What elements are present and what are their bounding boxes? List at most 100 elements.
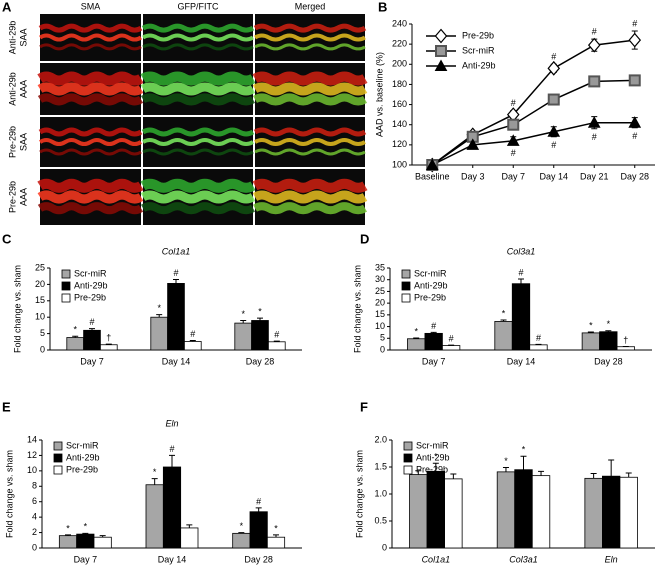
bar <box>83 329 101 351</box>
significance-mark: # <box>431 321 436 331</box>
y-tick-label: 0 <box>40 344 45 354</box>
y-tick-label: 20 <box>35 279 45 289</box>
bar <box>66 337 85 351</box>
significance-mark: # <box>518 267 523 277</box>
bar <box>100 344 118 351</box>
x-tick-label: Col3a1 <box>509 554 538 564</box>
tissue-band <box>141 138 255 146</box>
bar <box>183 341 202 351</box>
x-tick-label: Eln <box>605 554 618 564</box>
legend-label: Anti-29b <box>414 280 448 290</box>
tissue-band <box>37 82 144 96</box>
tissue-band <box>142 148 254 156</box>
y-tick-label: 160 <box>392 99 407 109</box>
significance-mark: # <box>173 268 178 278</box>
tissue-band <box>37 178 144 193</box>
bar <box>514 469 533 549</box>
row-label: AAA <box>18 80 28 98</box>
tissue-band <box>141 33 255 42</box>
error-bar <box>625 472 632 478</box>
significance-mark: * <box>241 309 245 319</box>
x-tick-label: Day 3 <box>461 171 485 181</box>
bar <box>234 322 253 351</box>
line <box>431 39 635 166</box>
y-tick-label: 120 <box>392 139 407 149</box>
error-bar <box>273 340 280 342</box>
tissue-band <box>38 127 143 137</box>
legend-label: Pre-29b <box>414 292 446 302</box>
row-label: Pre-29b <box>7 181 17 213</box>
y-tick-label: 10 <box>375 321 385 331</box>
legend-label: Scr-miR <box>414 268 447 278</box>
significance-mark: * <box>73 325 77 335</box>
x-tick-label: Day 14 <box>162 356 191 366</box>
x-tick-label: Baseline <box>415 171 450 181</box>
y-tick-label: 2.0 <box>374 434 387 444</box>
significance-mark: # <box>592 132 597 142</box>
bar <box>424 332 443 351</box>
bar <box>407 338 426 351</box>
column-header: Merged <box>295 1 326 11</box>
bar <box>251 320 269 351</box>
error-bar <box>255 507 262 512</box>
error-bar <box>189 339 196 342</box>
significance-mark: # <box>274 330 279 340</box>
panel-letter: A <box>2 0 12 14</box>
y-tick-label: 1.5 <box>374 461 387 471</box>
row-label: Anti-29b <box>7 72 17 106</box>
tissue-band <box>38 33 143 42</box>
tissue-band <box>254 43 366 51</box>
marker <box>547 125 561 137</box>
panel-letter: E <box>2 399 11 414</box>
error-bar <box>257 317 263 321</box>
error-bar <box>590 472 597 479</box>
tissue-band <box>140 202 256 215</box>
significance-mark: * <box>66 523 70 533</box>
y-tick-label: 0 <box>380 344 385 354</box>
tissue-band <box>140 71 256 86</box>
x-tick-label: Day 28 <box>620 171 649 181</box>
marker <box>434 59 448 71</box>
error-bar <box>82 532 89 535</box>
bar <box>267 341 286 351</box>
row-label: Anti-29b <box>7 21 17 55</box>
y-tick-label: 1.0 <box>374 488 387 498</box>
legend-label: Anti-29b <box>66 452 100 462</box>
error-bar <box>99 535 106 538</box>
y-axis-label: Fold change vs. sham <box>4 450 14 538</box>
bar <box>150 316 169 351</box>
tissue-band <box>140 190 256 204</box>
significance-mark: # <box>536 333 541 343</box>
y-tick-label: 2 <box>32 527 37 537</box>
panel-letter: D <box>360 231 369 246</box>
significance-mark: # <box>190 329 195 339</box>
tissue-band <box>140 178 256 193</box>
error-bar <box>518 278 524 284</box>
error-bar <box>151 478 158 485</box>
legend-swatch <box>61 293 71 303</box>
marker <box>628 116 642 128</box>
chart-title: Col3a1 <box>507 246 536 256</box>
tissue-band <box>253 33 367 42</box>
tissue-band <box>37 93 144 106</box>
tissue-band <box>252 202 368 215</box>
error-bar <box>608 459 615 477</box>
y-tick-label: 220 <box>392 39 407 49</box>
tissue-band <box>141 23 255 33</box>
tissue-band <box>252 71 368 86</box>
error-bar <box>587 331 594 333</box>
y-tick-label: 4 <box>32 512 37 522</box>
legend-swatch <box>53 465 63 475</box>
legend-label: Pre-29b <box>462 30 494 40</box>
bar <box>494 321 513 351</box>
error-bar <box>156 314 163 318</box>
bar <box>444 478 463 549</box>
legend-swatch <box>401 293 411 303</box>
y-tick-label: 6 <box>32 496 37 506</box>
x-tick-label: Day 14 <box>507 356 536 366</box>
significance-mark: * <box>504 456 508 466</box>
y-tick-label: 15 <box>35 295 45 305</box>
legend-label: Scr-miR <box>416 440 449 450</box>
y-tick-label: 14 <box>27 434 37 444</box>
legend-swatch <box>61 269 71 279</box>
